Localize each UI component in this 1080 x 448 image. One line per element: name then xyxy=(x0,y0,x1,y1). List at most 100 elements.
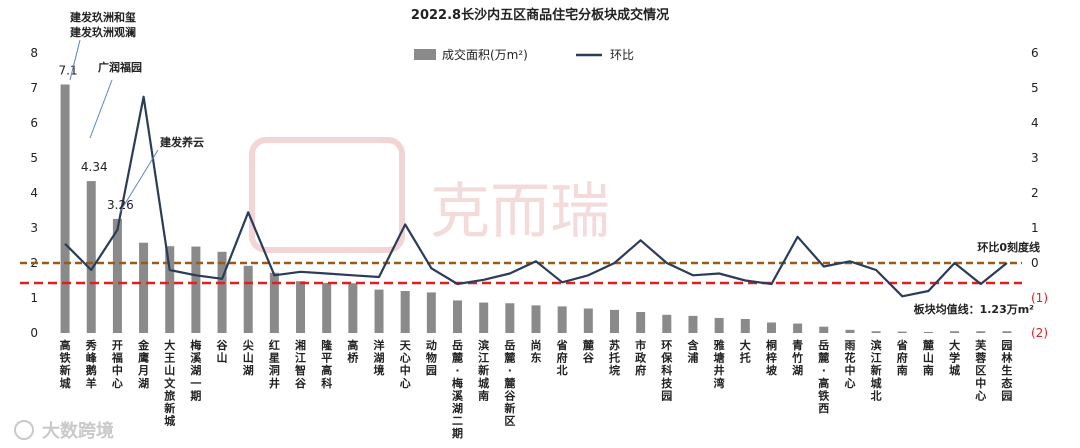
watermark: 克而瑞 xyxy=(249,137,610,253)
bar xyxy=(766,322,776,333)
bar xyxy=(1002,331,1012,333)
annotation-jianfa-yangyun: 建发养云 xyxy=(160,135,204,149)
legend: 成交面积(万m²) 环比 xyxy=(414,47,634,62)
legend-label-line: 环比 xyxy=(610,48,634,62)
left-tick-label: 4 xyxy=(30,186,38,200)
category-label: 省府北 xyxy=(556,338,568,377)
bar xyxy=(636,312,646,333)
category-label: 大学城 xyxy=(949,338,960,377)
bar xyxy=(217,251,227,333)
bar xyxy=(400,291,410,333)
category-label: 麓山南 xyxy=(923,338,935,377)
category-label: 环保科技园 xyxy=(660,339,673,402)
category-label: 隆平高科 xyxy=(321,338,333,390)
ref-label-mean: 板块均值线：1.23万m² xyxy=(914,302,1035,316)
bar xyxy=(269,272,279,333)
category-label: 省府南 xyxy=(896,338,908,377)
category-label: 高铁新城 xyxy=(60,338,71,390)
legend-swatch-bar xyxy=(414,49,436,60)
right-tick-label: 6 xyxy=(1031,46,1039,60)
category-label: 含浦 xyxy=(686,338,699,365)
logo-icon xyxy=(14,420,34,440)
category-label: 岳麓·高铁西 xyxy=(818,338,830,415)
category-label: 岳麓·梅溪湖二期 xyxy=(452,338,464,440)
bar xyxy=(976,331,986,333)
category-label: 芙蓉区中心 xyxy=(974,338,987,402)
bar xyxy=(112,218,122,333)
category-label: 园林生态园 xyxy=(1001,339,1012,402)
category-label: 滨江新城北 xyxy=(871,338,882,402)
category-label: 湘江智谷 xyxy=(295,338,307,390)
bar-data-label: 4.34 xyxy=(81,160,108,174)
right-axis: (2) (1) 0 1 2 3 4 5 6 xyxy=(1031,46,1048,340)
category-labels: 高铁新城 秀峰鹅羊 开福中心 金鹰月湖 大王山文旅新城 梅溪湖一期 谷山 尖山湖 红星洞井 湘江智… xyxy=(60,338,1013,440)
bar-data-label: 7.1 xyxy=(59,64,78,78)
category-label: 岳麓·麓谷新区 xyxy=(504,338,516,428)
category-label: 苏托垸 xyxy=(609,338,620,377)
annotation-arrow-2 xyxy=(89,79,113,139)
bar xyxy=(531,305,541,333)
category-label: 雨花中心 xyxy=(844,339,855,390)
annotation-arrow-1 xyxy=(69,39,81,81)
category-label: 天心中心 xyxy=(400,339,412,390)
category-label: 市政府 xyxy=(635,338,647,377)
bar xyxy=(819,326,829,333)
logo-text: 大数跨境 xyxy=(42,420,114,442)
data-labels: 7.1 4.34 3.26 xyxy=(59,64,134,212)
bar xyxy=(426,292,436,333)
left-tick-label: 8 xyxy=(30,46,38,60)
category-label: 谷山 xyxy=(217,338,229,365)
category-label: 动物园 xyxy=(426,338,437,377)
bar xyxy=(296,281,306,333)
bottom-logo: 大数跨境 xyxy=(14,420,114,442)
right-tick-label: 3 xyxy=(1031,151,1039,165)
bar xyxy=(845,329,855,333)
right-tick-label: 0 xyxy=(1031,256,1039,270)
bar xyxy=(348,283,358,333)
category-label: 尖山湖 xyxy=(243,338,254,377)
category-label: 洋湖境 xyxy=(374,338,385,377)
mom-line xyxy=(64,95,1008,298)
bar xyxy=(740,319,750,333)
bar xyxy=(322,282,332,333)
right-tick-label: 2 xyxy=(1031,186,1039,200)
bar xyxy=(60,84,70,333)
left-tick-label: 5 xyxy=(30,151,38,165)
category-label: 桐梓坡 xyxy=(766,338,778,377)
chart-title: 2022.8长沙内五区商品住宅分板块成交情况 xyxy=(411,7,669,23)
bar xyxy=(243,265,253,333)
bar-data-label: 3.26 xyxy=(107,198,134,212)
bar xyxy=(923,331,933,333)
right-tick-label: 1 xyxy=(1031,221,1039,235)
category-label: 尚东 xyxy=(531,338,542,365)
annotations: 建发玖洲和玺 建发玖洲观澜 广润福园 建发养云 xyxy=(69,10,204,213)
category-label: 大王山文旅新城 xyxy=(164,338,176,428)
bar xyxy=(374,289,384,333)
bar xyxy=(557,306,567,333)
right-tick-label: (1) xyxy=(1031,291,1048,305)
right-tick-label: 5 xyxy=(1031,81,1039,95)
bar xyxy=(714,317,724,333)
category-label: 梅溪湖一期 xyxy=(190,338,202,402)
bar xyxy=(609,309,619,333)
line-series xyxy=(64,95,1008,298)
annotation-jianfa-hexi: 建发玖洲和玺 xyxy=(70,10,136,24)
right-tick-label: (2) xyxy=(1031,326,1048,340)
watermark-text: 克而瑞 xyxy=(430,177,610,247)
annotation-guangrun: 广润福园 xyxy=(98,60,142,74)
category-label: 青竹湖 xyxy=(791,338,803,377)
bar xyxy=(479,302,489,333)
category-label: 大托 xyxy=(740,338,751,365)
bar xyxy=(950,331,960,333)
category-label: 开福中心 xyxy=(111,339,123,390)
category-label: 秀峰鹅羊 xyxy=(85,338,98,390)
left-tick-label: 7 xyxy=(30,81,38,95)
right-tick-label: 4 xyxy=(1031,116,1039,130)
category-label: 金鹰月湖 xyxy=(137,338,150,390)
annotation-arrow-3 xyxy=(119,149,159,213)
legend-label-bar: 成交面积(万m²) xyxy=(442,47,528,62)
category-label: 雅塘井湾 xyxy=(714,338,725,390)
left-tick-label: 0 xyxy=(30,326,38,340)
bar xyxy=(897,331,907,333)
